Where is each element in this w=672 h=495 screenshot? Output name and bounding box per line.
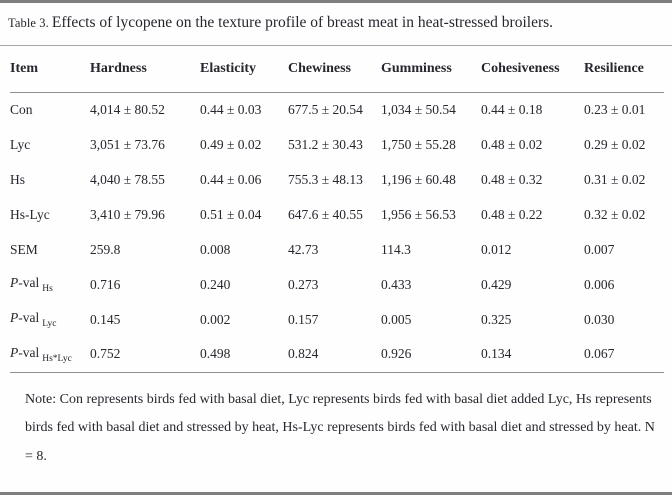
table-row: P-val Hs*Lyc 0.752 0.498 0.824 0.926 0.134 0.06… [10, 337, 664, 373]
table-cell: 1,956 ± 56.53 [381, 206, 456, 222]
column-header-elasticity: Elasticity [200, 46, 288, 93]
column-header-cohesiveness: Cohesiveness [481, 46, 584, 93]
table-cell: 0.44 ± 0.03 [200, 101, 262, 117]
table-cell: 0.067 [584, 337, 664, 373]
table-cell: 0.273 [288, 276, 319, 292]
table-cell: 0.29 ± 0.02 [584, 136, 646, 152]
table-cell: 1,034 ± 50.54 [381, 101, 456, 117]
table-cell: 3,051 ± 73.76 [90, 136, 165, 152]
table-cell: 0.926 [381, 337, 481, 373]
table-cell: 0.134 [481, 337, 584, 373]
table-cell: 0.716 [90, 276, 121, 292]
table-cell: 1,196 ± 60.48 [381, 171, 456, 187]
table-row: SEM 259.8 0.008 42.73 114.3 0.012 0.007 [10, 232, 664, 267]
table-cell: 0.433 [381, 276, 412, 292]
table-cell: 0.44 ± 0.18 [481, 101, 543, 117]
table-cell: 0.32 ± 0.02 [584, 206, 646, 222]
table-cell: 0.23 ± 0.01 [584, 101, 646, 117]
table-cell: 0.005 [381, 311, 412, 327]
header-row: Item Hardness Elasticity Chewiness Gumminess… [10, 46, 664, 93]
table-cell: 755.3 ± 48.13 [288, 171, 363, 187]
table-cell: 0.002 [200, 311, 231, 327]
table-note: Note: Con represents birds fed with basa… [25, 391, 655, 464]
row-label: SEM [10, 241, 38, 257]
row-label: Hs-Lyc [10, 206, 50, 222]
table-cell: 114.3 [381, 241, 411, 257]
table-cell: 0.49 ± 0.02 [200, 136, 262, 152]
table-cell: 3,410 ± 79.96 [90, 206, 165, 222]
table-cell: 0.752 [90, 337, 200, 373]
table-cell: 0.240 [200, 276, 231, 292]
table-cell: 647.6 ± 40.55 [288, 206, 363, 222]
row-label: Hs [10, 171, 26, 187]
table-cell: 4,014 ± 80.52 [90, 101, 165, 117]
column-header-chewiness: Chewiness [288, 46, 381, 93]
table-cell: 0.31 ± 0.02 [584, 171, 646, 187]
table-cell: 0.145 [90, 311, 121, 327]
table-label: Table 3. [8, 16, 49, 30]
table-body: Con 4,014 ± 80.52 0.44 ± 0.03 677.5 ± 20.54… [10, 92, 664, 373]
table-cell: 0.007 [584, 241, 615, 257]
column-header-gumminess: Gumminess [381, 46, 481, 93]
table-cell: 259.8 [90, 241, 121, 257]
table-row: Con 4,014 ± 80.52 0.44 ± 0.03 677.5 ± 20.54… [10, 92, 664, 127]
table-cell: 0.008 [200, 241, 231, 257]
table-cell: 0.48 ± 0.32 [481, 171, 543, 187]
table-cell: 0.325 [481, 311, 512, 327]
texture-profile-table: Item Hardness Elasticity Chewiness Gumminess… [10, 46, 664, 373]
table-cell: 1,750 ± 55.28 [381, 136, 456, 152]
table-caption-row: Table 3. Effects of lycopene on the textu… [0, 3, 672, 46]
table-cell: 0.030 [584, 311, 615, 327]
table-cell: 0.824 [288, 337, 381, 373]
column-header-hardness: Hardness [90, 46, 200, 93]
row-label: Con [10, 101, 33, 117]
table-row: Lyc 3,051 ± 73.76 0.49 ± 0.02 531.2 ± 30.43… [10, 127, 664, 162]
row-label: P-val Lyc [10, 310, 57, 329]
table-cell: 0.498 [200, 337, 288, 373]
table-cell: 42.73 [288, 241, 319, 257]
table-row: P-val Lyc 0.145 0.002 0.157 0.005 0.325 0.030 [10, 302, 664, 337]
table-cell: 0.51 ± 0.04 [200, 206, 262, 222]
table-cell: 0.48 ± 0.02 [481, 136, 543, 152]
table-cell: 677.5 ± 20.54 [288, 101, 363, 117]
table-header: Item Hardness Elasticity Chewiness Gumminess… [10, 46, 664, 93]
row-label: P-val Hs*Lyc [10, 337, 90, 373]
table-cell: 4,040 ± 78.55 [90, 171, 165, 187]
table-cell: 0.429 [481, 276, 512, 292]
table-cell: 531.2 ± 30.43 [288, 136, 363, 152]
table-row: Hs 4,040 ± 78.55 0.44 ± 0.06 755.3 ± 48.13 1… [10, 162, 664, 197]
table-cell: 0.44 ± 0.06 [200, 171, 262, 187]
table-cell: 0.48 ± 0.22 [481, 206, 543, 222]
table-row: P-val Hs 0.716 0.240 0.273 0.433 0.429 0.006 [10, 267, 664, 302]
column-header-resilience: Resilience [584, 46, 664, 93]
table-cell: 0.157 [288, 311, 319, 327]
column-header-item: Item [10, 46, 90, 93]
table-cell: 0.012 [481, 241, 512, 257]
table-row: Hs-Lyc 3,410 ± 79.96 0.51 ± 0.04 647.6 ± 40… [10, 197, 664, 232]
table-caption: Effects of lycopene on the texture profi… [51, 14, 554, 31]
table-cell: 0.006 [584, 276, 615, 292]
row-label: P-val Hs [10, 275, 53, 294]
row-label: Lyc [10, 136, 31, 152]
